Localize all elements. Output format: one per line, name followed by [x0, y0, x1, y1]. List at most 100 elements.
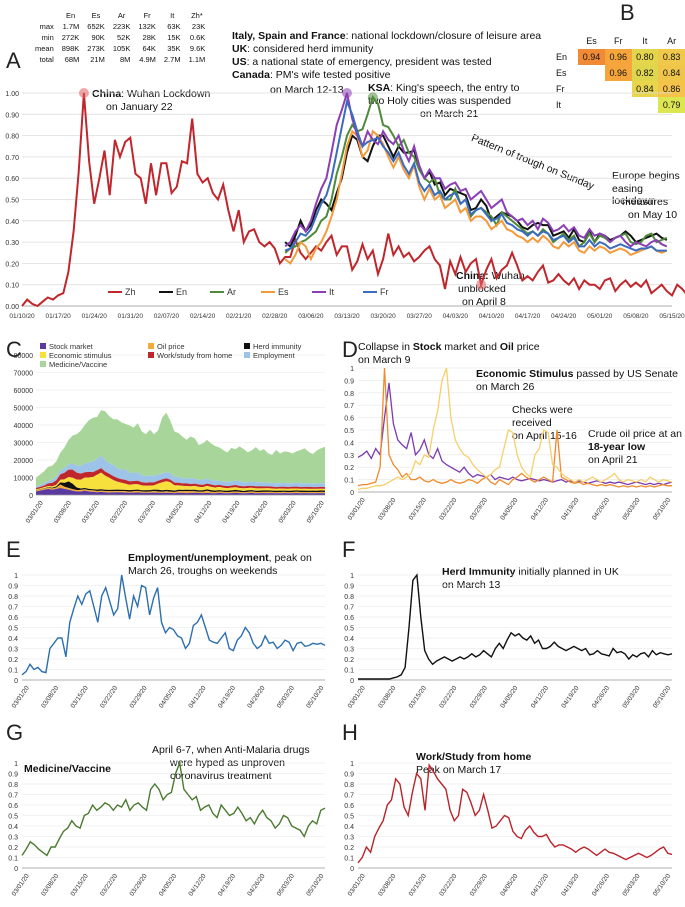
corr-header: Fr: [613, 36, 623, 46]
series-line-stock: [357, 382, 673, 486]
stats-cell: mean: [35, 44, 54, 53]
panel-label-e: E: [6, 537, 21, 562]
legend-label-it: It: [329, 287, 335, 297]
y-tick-label: 0.1: [344, 856, 354, 863]
x-tick-label: 04/26/20: [246, 872, 266, 897]
corr-row-label: Es: [556, 68, 567, 78]
legend-swatch: [148, 343, 154, 349]
annotation-china-lockdown: China: Wuhan Lockdown: [92, 88, 211, 100]
annotation-collapse: Collapse in Stock market and Oil price: [358, 341, 540, 353]
y-tick-label: 0.3: [344, 647, 354, 654]
stats-cell: 1.1M: [188, 55, 206, 64]
annotation-employment-l2: March 26, troughs on weekends: [128, 565, 278, 577]
corr-cell: 0.80: [631, 49, 659, 65]
x-tick-label: 05/15/20: [659, 313, 685, 320]
y-tick-label: 50000: [14, 406, 34, 413]
x-tick-label: 04/03/20: [443, 313, 469, 320]
y-tick-label: 0.3: [8, 835, 18, 842]
x-tick-label: 03/08/20: [377, 684, 397, 709]
y-tick-label: 0.9: [344, 584, 354, 591]
stats-cell: 28K: [142, 33, 156, 42]
x-tick-label: 02/28/20: [262, 313, 288, 320]
x-tick-label: 02/14/20: [190, 313, 216, 320]
area-herd-immunity: [36, 481, 325, 493]
y-tick-label: 0.80: [5, 134, 19, 141]
series-line-f: [358, 573, 673, 680]
legend-label-en: En: [176, 287, 187, 297]
y-tick-label: 0.60: [5, 176, 19, 183]
x-tick-label: 03/15/20: [408, 684, 428, 709]
x-tick-label: 03/29/20: [128, 684, 148, 709]
y-tick-label: 1: [14, 761, 18, 768]
y-tick-label: 0.7: [344, 793, 354, 800]
y-tick-label: 0.3: [344, 453, 354, 460]
stats-cell: min: [41, 33, 54, 42]
x-tick-label: 03/15/20: [408, 496, 428, 521]
y-tick-label: 0.4: [344, 824, 354, 831]
y-tick-label: 60000: [14, 388, 34, 395]
stats-cell: 223K: [112, 22, 131, 31]
y-tick-label: 1: [14, 573, 18, 580]
stats-cell: 105K: [112, 44, 131, 53]
legend-label-ar: Ar: [227, 287, 236, 297]
annotation-checks-l1: Checks were: [512, 404, 573, 416]
stats-cell: 132K: [138, 22, 156, 31]
legend-label: Work/study from home: [157, 351, 232, 360]
corr-cell: 0.83: [658, 49, 685, 65]
x-tick-label: 05/10/20: [652, 872, 672, 897]
x-tick-label: 04/05/20: [165, 499, 185, 524]
x-tick-label: 04/19/20: [217, 872, 237, 897]
series-line-fr: [284, 98, 667, 252]
stats-cell: 23K: [191, 22, 206, 31]
x-tick-label: 04/19/20: [560, 496, 580, 521]
y-tick-label: 0.8: [344, 782, 354, 789]
y-tick-label: 0.2: [344, 465, 354, 472]
stats-cell: total: [39, 55, 54, 64]
y-tick-label: 0.8: [8, 782, 18, 789]
x-tick-label: 04/05/20: [499, 872, 519, 897]
y-tick-label: 0.2: [344, 657, 354, 664]
y-tick-label: 40000: [14, 423, 34, 430]
series-line-e: [21, 574, 326, 676]
x-tick-label: 03/22/20: [438, 872, 458, 897]
x-tick-label: 03/01/20: [25, 499, 45, 524]
x-tick-label: 03/22/20: [99, 684, 119, 709]
x-tick-label: 04/12/20: [530, 684, 550, 709]
legend-swatch: [40, 361, 46, 367]
x-tick-label: 03/29/20: [128, 872, 148, 897]
x-tick-label: 03/15/20: [408, 872, 428, 897]
corr-row-label: It: [556, 100, 562, 110]
x-tick-label: 04/26/20: [591, 684, 611, 709]
x-tick-label: 05/10/20: [652, 684, 672, 709]
annotation-europe-l4: on May 10: [628, 209, 678, 221]
y-tick-label: 0.2: [344, 845, 354, 852]
corr-header: Es: [586, 36, 597, 46]
y-tick-label: 0.9: [344, 378, 354, 385]
y-tick-label: 1: [350, 761, 354, 768]
x-tick-label: 05/10/20: [306, 499, 326, 524]
corr-row: En 0.94 0.96 0.80 0.83: [552, 49, 685, 65]
panel-label-a: A: [6, 48, 21, 73]
event-marker: [367, 92, 378, 103]
annotation-medicine: Medicine/Vaccine: [24, 763, 111, 775]
stats-cell: max: [39, 22, 54, 31]
legend-label: Employment: [253, 351, 296, 360]
x-tick-label: 01/17/20: [45, 313, 71, 320]
legend-label: Herd immunity: [253, 342, 302, 351]
x-tick-label: 04/17/20: [515, 313, 541, 320]
y-tick-label: 0.30: [5, 240, 19, 247]
stats-cell: 68M: [64, 55, 80, 64]
x-tick-label: 03/29/20: [469, 872, 489, 897]
x-tick-label: 02/21/20: [226, 313, 252, 320]
y-tick-label: 1.00: [5, 91, 19, 98]
annotation-crude-l1: Crude oil price at an: [588, 428, 682, 440]
series-line-h: [357, 763, 673, 864]
annotation-uk: UK: considered herd immunity: [232, 43, 374, 55]
annotation-europe-l1: Europe begins: [612, 170, 680, 182]
y-tick-label: 0: [350, 490, 354, 497]
x-tick-label: 04/26/20: [591, 496, 611, 521]
y-tick-label: 0.20: [5, 261, 19, 268]
x-tick-label: 04/26/20: [591, 872, 611, 897]
y-tick-label: 0.1: [344, 668, 354, 675]
y-tick-label: 1: [350, 366, 354, 373]
